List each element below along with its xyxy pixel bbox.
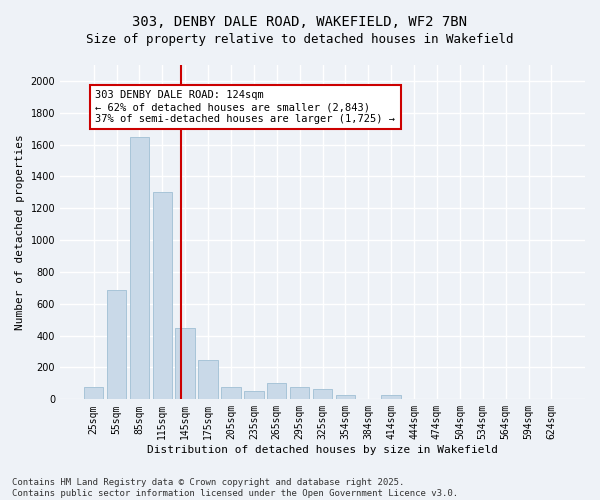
Bar — [244, 392, 263, 400]
Bar — [130, 136, 149, 400]
Bar — [152, 192, 172, 400]
Bar — [267, 384, 286, 400]
Bar — [199, 360, 218, 400]
Text: 303, DENBY DALE ROAD, WAKEFIELD, WF2 7BN: 303, DENBY DALE ROAD, WAKEFIELD, WF2 7BN — [133, 15, 467, 29]
Bar — [313, 389, 332, 400]
Text: 303 DENBY DALE ROAD: 124sqm
← 62% of detached houses are smaller (2,843)
37% of : 303 DENBY DALE ROAD: 124sqm ← 62% of det… — [95, 90, 395, 124]
Bar — [382, 394, 401, 400]
Bar — [84, 388, 103, 400]
Text: Size of property relative to detached houses in Wakefield: Size of property relative to detached ho… — [86, 32, 514, 46]
Bar — [107, 290, 126, 400]
Text: Contains HM Land Registry data © Crown copyright and database right 2025.
Contai: Contains HM Land Registry data © Crown c… — [12, 478, 458, 498]
X-axis label: Distribution of detached houses by size in Wakefield: Distribution of detached houses by size … — [147, 445, 498, 455]
Y-axis label: Number of detached properties: Number of detached properties — [15, 134, 25, 330]
Bar — [221, 386, 241, 400]
Bar — [175, 328, 195, 400]
Bar — [335, 394, 355, 400]
Bar — [290, 388, 310, 400]
